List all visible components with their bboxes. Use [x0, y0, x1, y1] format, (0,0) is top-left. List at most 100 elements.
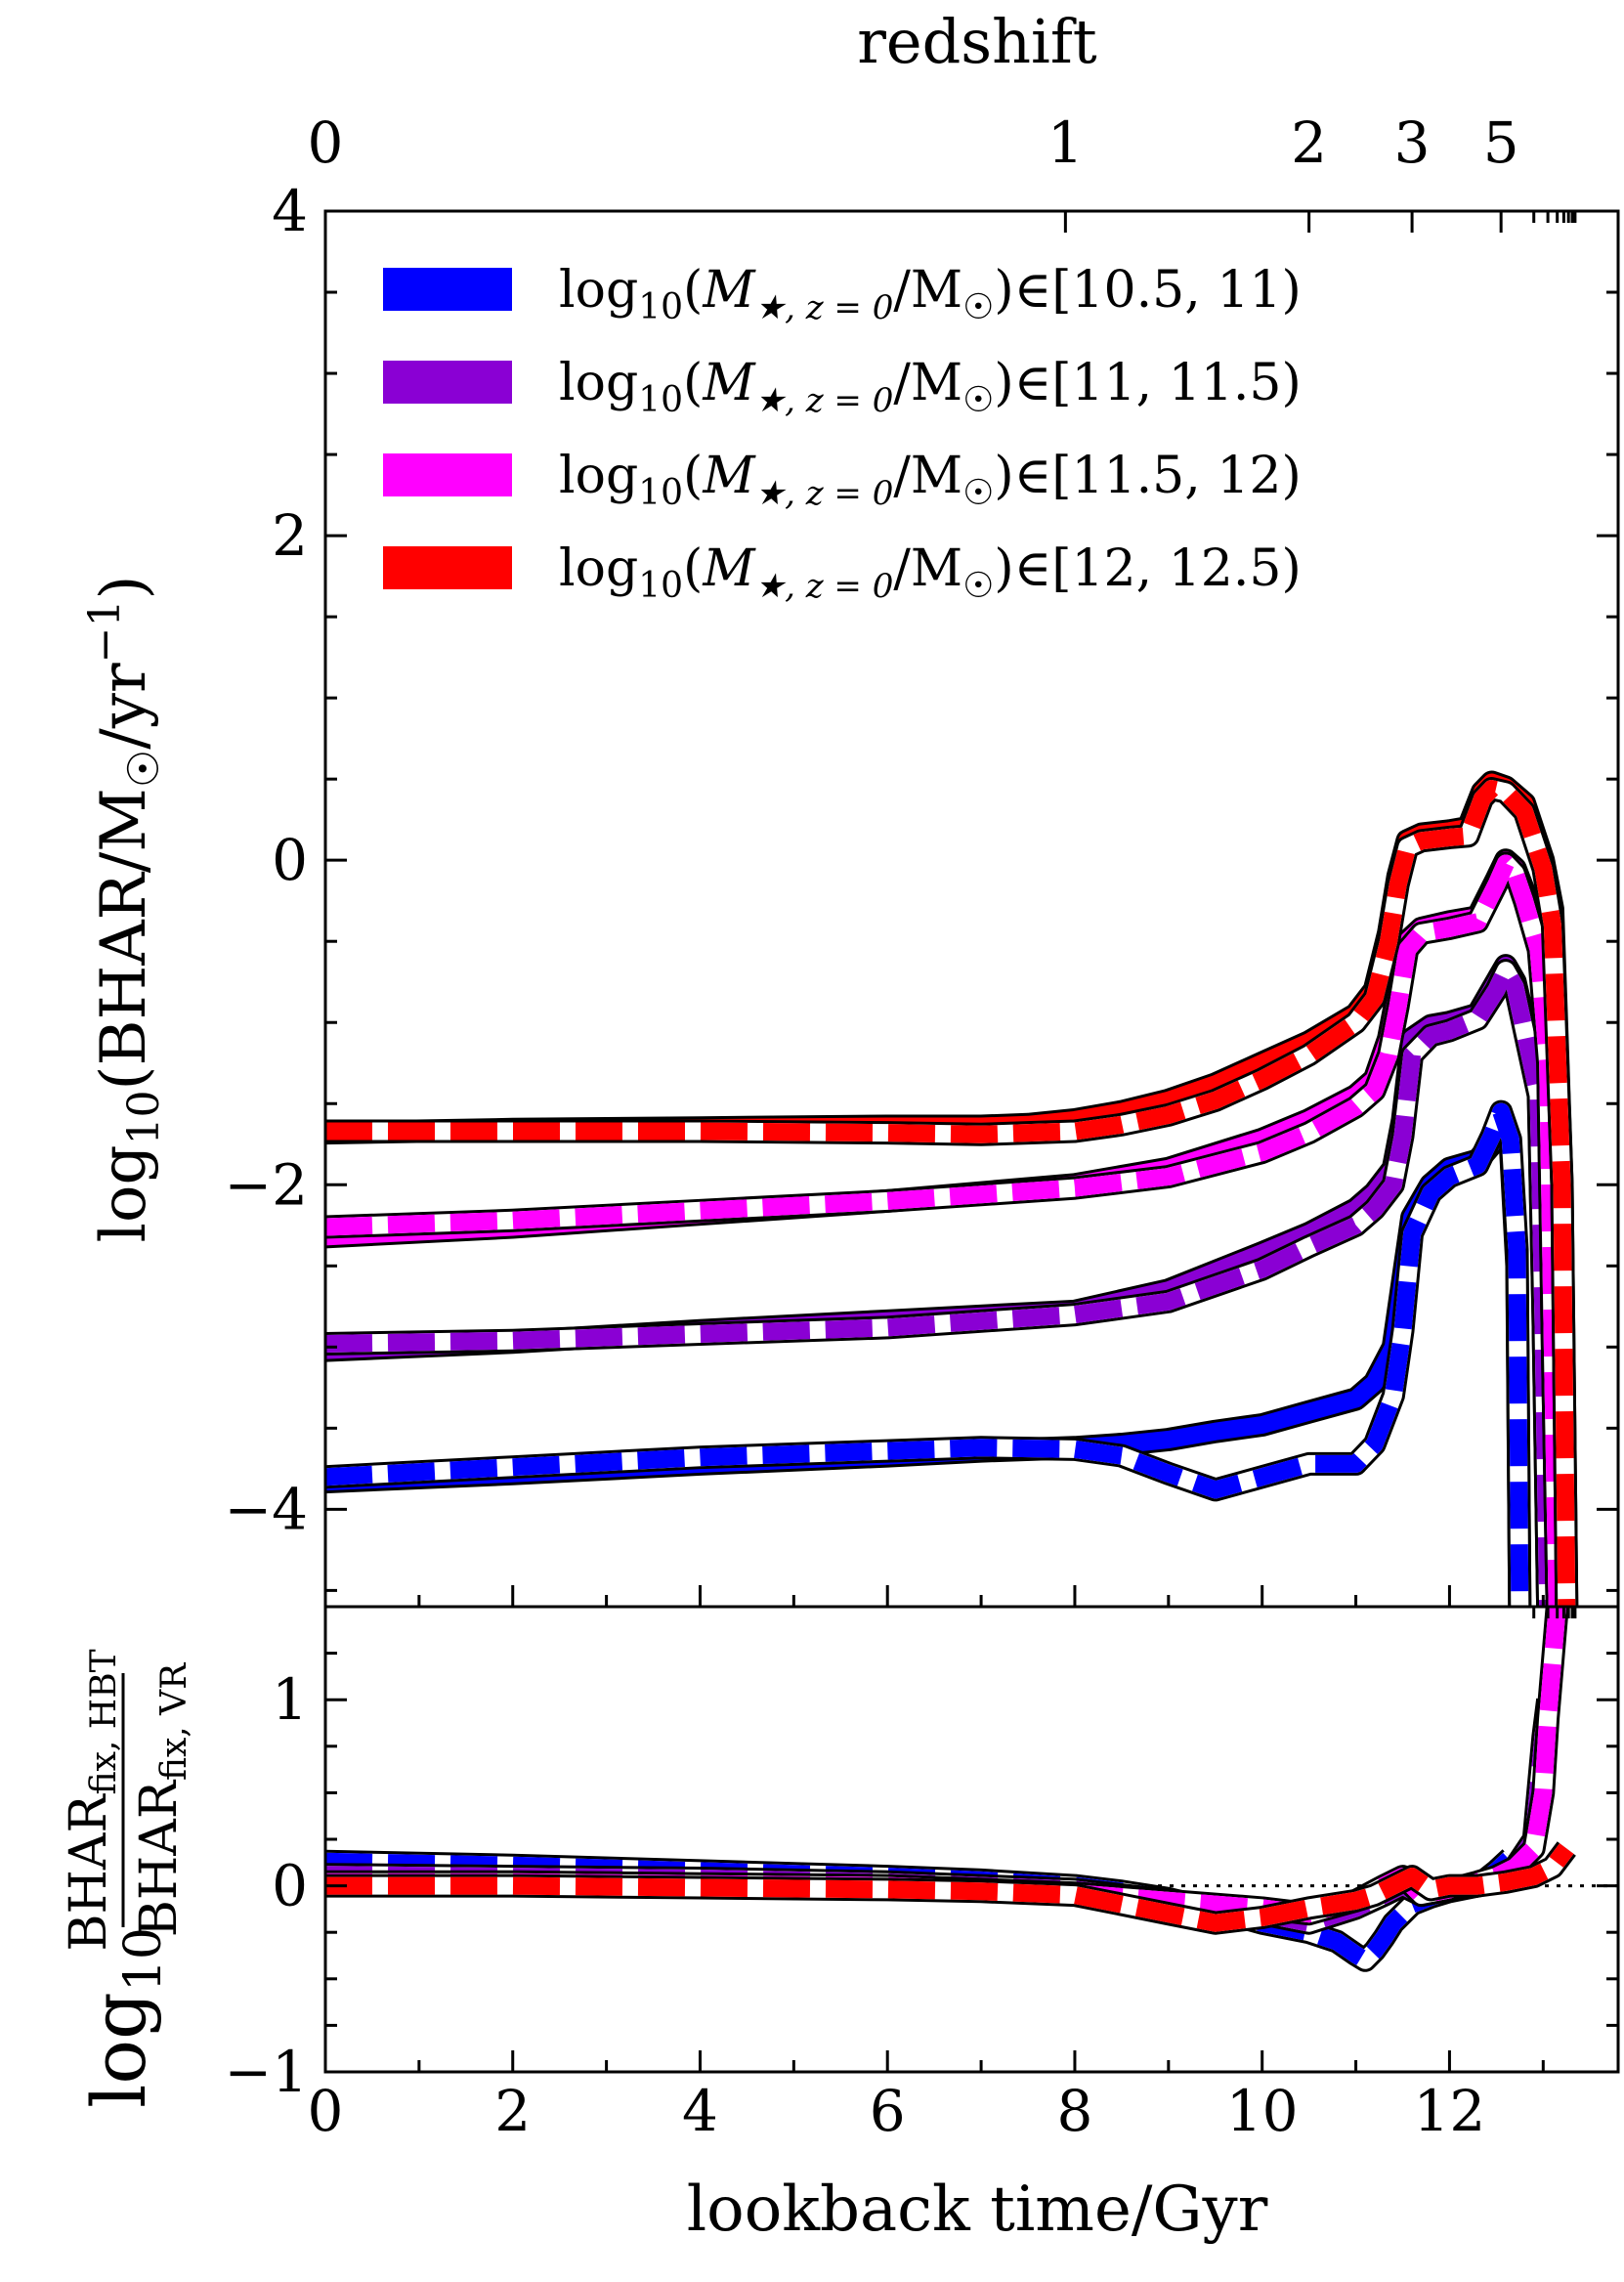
- legend-label-3-part-9: [12, 12.5): [1051, 539, 1302, 598]
- legend-label-1-part-1: 10: [638, 380, 683, 420]
- top-y-axis-label: log10(BHAR/M☉/yr−1): [80, 576, 169, 1243]
- z-tick-label-1: 1: [1047, 109, 1084, 176]
- legend-label-2-part-7: ): [994, 447, 1013, 505]
- top-ytick-label-3: −2: [225, 1151, 309, 1218]
- z-tick-label-5: 5: [1483, 109, 1519, 176]
- bottom-y-axis-label: log10 BHARfix, HBT BHARfix, VR: [60, 1649, 194, 2108]
- legend-label-0: log10(M★, z = 0/M☉)∈[10.5, 11): [559, 261, 1302, 327]
- legend-label-1-part-0: log: [559, 354, 638, 412]
- legend-label-3: log10(M★, z = 0/M☉)∈[12, 12.5): [559, 539, 1302, 606]
- top-ytick-label-4: −4: [225, 1476, 309, 1542]
- legend-label-3-part-3: M: [702, 539, 756, 598]
- z-tick-label-0: 0: [308, 109, 344, 176]
- bottom-xtick-label-2: 4: [682, 2078, 718, 2144]
- bottom-ytick-label-1: 0: [272, 1853, 308, 1919]
- legend-label-2-part-6: ☉: [962, 473, 994, 513]
- bottom-ylabel-den-sub: fix, VR: [154, 1662, 194, 1781]
- top-series-7-dash: [325, 780, 1576, 1608]
- top-ylabel-close: ): [88, 576, 160, 600]
- legend-label-2-part-1: 10: [638, 473, 683, 513]
- legend-label-0-part-4: ★, z = 0: [755, 288, 894, 327]
- legend-label-3-part-2: (: [683, 539, 703, 598]
- legend-label-1-part-3: M: [702, 354, 756, 412]
- bottom-panel-frame: [323, 1605, 1620, 2074]
- legend-swatch-1: [383, 361, 512, 404]
- legend-label-0-part-9: [10.5, 11): [1051, 261, 1302, 320]
- legend-label-3-part-7: ): [994, 539, 1013, 598]
- top-series-1-outline: [324, 1099, 1532, 1608]
- z-tick-label-3: 3: [1394, 109, 1431, 176]
- top-ylabel-sub: 10: [119, 1090, 169, 1144]
- bottom-ytick-label-2: −1: [225, 2039, 309, 2105]
- bottom-ylabel-log: log10: [75, 1927, 173, 2108]
- top-panel-ticks: 4 2 0 −2 −4: [225, 178, 1618, 1607]
- x-axis-label: lookback time/Gyr: [687, 2174, 1268, 2246]
- top-ylabel-post: /yr: [88, 663, 160, 750]
- bottom-series-group: [324, 1605, 1576, 1972]
- bottom-xtick-label-6: 12: [1414, 2078, 1486, 2144]
- top-series-1-fill: [324, 1102, 1529, 1608]
- top-series-5-dash: [324, 854, 1566, 1608]
- bottom-ylabel-num-sub: fix, HBT: [84, 1649, 124, 1794]
- legend-label-0-part-0: log: [559, 261, 638, 320]
- legend-label-3-part-0: log: [559, 539, 638, 598]
- legend-label-3-part-8: ∈: [1014, 539, 1052, 598]
- top-series-3-dash: [324, 962, 1558, 1608]
- legend-label-3-part-1: 10: [638, 566, 683, 606]
- top-ylabel-log: log: [88, 1144, 160, 1242]
- bottom-ylabel-num-text: BHAR: [60, 1793, 118, 1952]
- legend-label-2-part-8: ∈: [1014, 447, 1052, 505]
- legend-swatch-2: [383, 453, 512, 496]
- bottom-xtick-label-4: 8: [1057, 2078, 1093, 2144]
- legend-label-1-part-7: ): [994, 354, 1013, 412]
- top-ylabel-mid: (BHAR/M: [88, 788, 160, 1090]
- top-ylabel-sun: ☉: [119, 750, 169, 788]
- bottom-ylabel-den-text: BHAR: [130, 1779, 189, 1937]
- top-ylabel-sup: −1: [80, 600, 130, 664]
- legend-label-2: log10(M★, z = 0/M☉)∈[11.5, 12): [559, 447, 1302, 513]
- legend-label-1-part-2: (: [683, 354, 703, 412]
- legend-label-2-part-5: /M: [893, 447, 962, 505]
- legend-label-1-part-4: ★, z = 0: [755, 381, 894, 420]
- legend-label-3-part-6: ☉: [962, 566, 994, 606]
- bottom-ylabel-denominator: BHARfix, VR: [130, 1662, 194, 1937]
- legend-label-2-part-9: [11.5, 12): [1051, 447, 1302, 505]
- bottom-xtick-label-0: 0: [308, 2078, 344, 2144]
- top-ytick-label-2: 0: [272, 827, 308, 893]
- top-series-group: [324, 770, 1579, 1608]
- top-ytick-label-0: 4: [272, 178, 308, 244]
- legend: log10(M★, z = 0/M☉)∈[10.5, 11)log10(M★, …: [383, 261, 1302, 606]
- bottom-xtick-label-3: 6: [870, 2078, 906, 2144]
- bottom-xtick-label-5: 10: [1226, 2078, 1299, 2144]
- legend-label-1: log10(M★, z = 0/M☉)∈[11, 11.5): [559, 354, 1302, 420]
- legend-label-3-part-4: ★, z = 0: [755, 567, 894, 606]
- z-tick-label-2: 2: [1291, 109, 1327, 176]
- legend-swatch-3: [383, 546, 512, 589]
- legend-swatch-0: [383, 268, 512, 311]
- legend-label-0-part-2: (: [683, 261, 703, 320]
- legend-label-1-part-5: /M: [893, 354, 962, 412]
- bottom-series-3-dash: [325, 1843, 1574, 1932]
- bottom-ylabel-log-text: log: [75, 1992, 162, 2108]
- legend-label-0-part-3: M: [702, 261, 756, 320]
- top-series-2-outline: [324, 954, 1560, 1608]
- legend-label-2-part-0: log: [559, 447, 638, 505]
- legend-label-0-part-7: ): [994, 261, 1013, 320]
- top-series-1-dash: [324, 1102, 1529, 1608]
- legend-label-1-part-6: ☉: [962, 380, 994, 420]
- legend-label-1-part-8: ∈: [1014, 354, 1052, 412]
- legend-label-0-part-1: 10: [638, 287, 683, 327]
- legend-label-0-part-6: ☉: [962, 287, 994, 327]
- top-series-3-fill: [324, 962, 1558, 1608]
- top-panel-frame: [323, 209, 1620, 1609]
- legend-label-3-part-5: /M: [893, 539, 962, 598]
- legend-label-0-part-5: /M: [893, 261, 962, 320]
- bottom-ylabel-log-sub: 10: [114, 1927, 173, 1992]
- bottom-ytick-label-0: 1: [272, 1666, 308, 1733]
- legend-label-2-part-2: (: [683, 447, 703, 505]
